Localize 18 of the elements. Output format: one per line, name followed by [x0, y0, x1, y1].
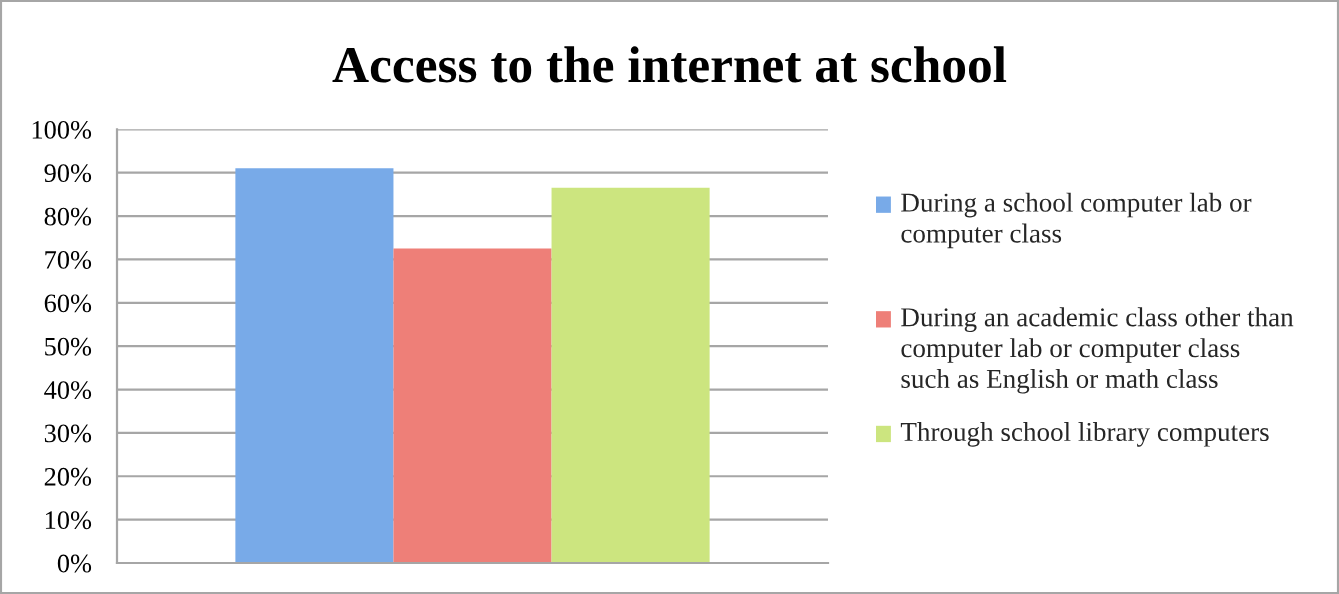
- y-tick-label: 80%: [44, 207, 92, 226]
- legend-label: Through school library computers: [900, 422, 1269, 447]
- y-tick-label: 30%: [44, 424, 92, 443]
- y-tick-label: 70%: [45, 251, 92, 269]
- y-tick-label: 10%: [45, 511, 92, 530]
- legend-label: During a school computer lab or computer class: [901, 192, 1252, 249]
- bar: [551, 187, 710, 563]
- y-tick-label: 0%: [57, 554, 92, 573]
- y-tick-label: 100%: [32, 120, 92, 139]
- legend-label: During an academic class other than computer lab or computer class such as English or math class: [901, 307, 1294, 394]
- y-tick-label: 20%: [44, 467, 92, 486]
- chart-title: Access to the internet at school: [332, 46, 1007, 83]
- bar: [235, 168, 394, 563]
- bar: [393, 248, 552, 563]
- y-tick-label: 90%: [44, 164, 92, 183]
- y-tick-label: 60%: [44, 294, 92, 313]
- y-tick-label: 40%: [44, 381, 92, 400]
- y-tick-label: 50%: [45, 337, 92, 356]
